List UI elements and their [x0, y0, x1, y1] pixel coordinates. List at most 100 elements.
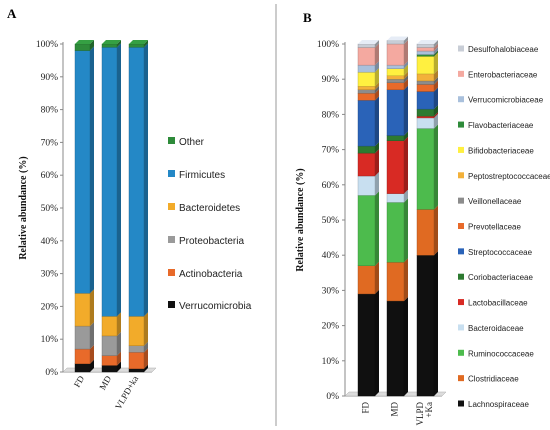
bar-segment: [416, 91, 435, 110]
bar-segment-side: [404, 40, 408, 66]
legend-label: Other: [179, 137, 205, 148]
bar-segment-side: [375, 61, 379, 73]
y-tick-label: 50%: [322, 216, 340, 226]
bar-segment: [386, 40, 405, 45]
legend-label: Flavobacteriaceae: [468, 121, 534, 130]
bar-segment: [416, 80, 435, 85]
legend-item: Coriobacteriaceae: [458, 273, 533, 282]
chart-a: 0% 10% 20% 30% 40% 50% 60% 70% 80% 90% 100% Relativ…: [18, 40, 252, 411]
legend-swatch: [458, 273, 464, 280]
bar-segment: [357, 175, 376, 196]
y-tick-label: 100%: [317, 40, 339, 50]
bar-segment: [416, 254, 435, 397]
bar-segment-side: [434, 251, 438, 396]
bar-segment: [357, 64, 376, 73]
bar-segment-side: [144, 348, 148, 369]
bar-segment-side: [404, 296, 408, 396]
bar-segment-side: [375, 261, 379, 294]
bar-segment-side: [375, 68, 379, 87]
bar-segment: [416, 56, 435, 75]
bar-segment: [416, 47, 435, 52]
bar-segment-side: [434, 69, 438, 81]
bar-segment: [416, 84, 435, 92]
bar-segment: [128, 316, 145, 346]
bar-segment-side: [404, 198, 408, 263]
bar-segment-side: [434, 43, 438, 52]
x-tick-label: VLPD+ka: [113, 374, 140, 411]
legend-label: Ruminococcaceae: [468, 349, 534, 358]
y-tick-label: 50%: [41, 204, 59, 214]
legend-swatch: [168, 170, 175, 177]
legend-label: Peptostreptococcaceae: [468, 172, 550, 181]
legend-swatch: [458, 96, 464, 103]
legend-label: Lachnospiraceae: [468, 400, 529, 409]
legend-swatch: [168, 301, 175, 308]
legend-item: Firmicutes: [168, 170, 225, 181]
legend-swatch: [458, 146, 464, 153]
bar-segment: [357, 152, 376, 177]
bar-segment: [386, 82, 405, 90]
bar-segment-side: [375, 96, 379, 147]
bar-segment: [74, 43, 91, 51]
y-axis-label: Relative abundance (%): [295, 168, 306, 271]
bar-segment: [357, 195, 376, 266]
y-tick-label: 10%: [41, 335, 59, 345]
x-tick-label: VLPD: [415, 402, 425, 426]
bar-segment: [416, 73, 435, 82]
bar-segment: [74, 325, 91, 350]
legend-item: Desulfohalobiaceae: [458, 45, 539, 54]
bar-segment-side: [404, 189, 408, 203]
bar-segment-side: [434, 52, 438, 74]
y-tick-label: 70%: [322, 146, 340, 156]
bar-segment-side: [434, 50, 438, 57]
bar-segment-side: [375, 149, 379, 176]
bar-segment: [101, 43, 118, 48]
bar-segment: [386, 68, 405, 76]
legend-item: Other: [168, 137, 205, 148]
legend-item: Streptococcaceae: [458, 248, 533, 257]
legend-swatch: [458, 45, 464, 52]
bar-segment: [357, 265, 376, 295]
bar-segment-side: [90, 345, 94, 364]
bar-segment-side: [375, 40, 379, 48]
legend-swatch: [168, 269, 175, 276]
bar-segment-side: [434, 205, 438, 256]
legend-item: Prevotellaceae: [458, 223, 521, 232]
y-tick-label: 70%: [41, 138, 59, 148]
legend-label: Firmicutes: [179, 170, 225, 181]
legend-item: Veillonellaceae: [458, 197, 522, 206]
bar-segment: [416, 50, 435, 55]
legend-swatch: [458, 324, 464, 331]
y-tick-label: 0%: [326, 392, 339, 402]
y-tick-label: 80%: [322, 110, 340, 120]
legend-label: Bacteroidetes: [179, 203, 240, 214]
bar-segment-side: [404, 64, 408, 76]
bar-segment: [74, 293, 91, 327]
bar-segment: [101, 355, 118, 366]
bar-segment: [128, 43, 145, 48]
bar-segment-side: [404, 71, 408, 80]
bar-segment: [101, 47, 118, 317]
bar-segment-side: [404, 78, 408, 90]
bar-segment-side: [90, 40, 94, 51]
bar-segment: [357, 71, 376, 87]
y-tick-label: 0%: [45, 368, 58, 378]
bar-segment-side: [375, 89, 379, 101]
y-tick-label: 90%: [41, 73, 59, 83]
legend-label: Enterobacteriaceae: [468, 70, 538, 79]
legend-label: Proteobacteria: [179, 236, 244, 247]
legend-label: Streptococcaceae: [468, 248, 533, 257]
legend-label: Clostridiaceae: [468, 375, 519, 384]
bar-segment-side: [90, 46, 94, 294]
bar-segment-side: [404, 36, 408, 44]
bar-md: [101, 40, 121, 373]
bar-segment: [101, 316, 118, 337]
legend-label: Prevotellaceae: [468, 223, 521, 232]
bar-segment-side: [375, 142, 379, 154]
bar-top: [129, 40, 148, 44]
bar-segment-side: [404, 75, 408, 83]
bar-segment: [101, 365, 118, 373]
bar-segment-side: [434, 124, 438, 210]
bar-segment-side: [144, 40, 148, 48]
bar-segment: [386, 75, 405, 80]
